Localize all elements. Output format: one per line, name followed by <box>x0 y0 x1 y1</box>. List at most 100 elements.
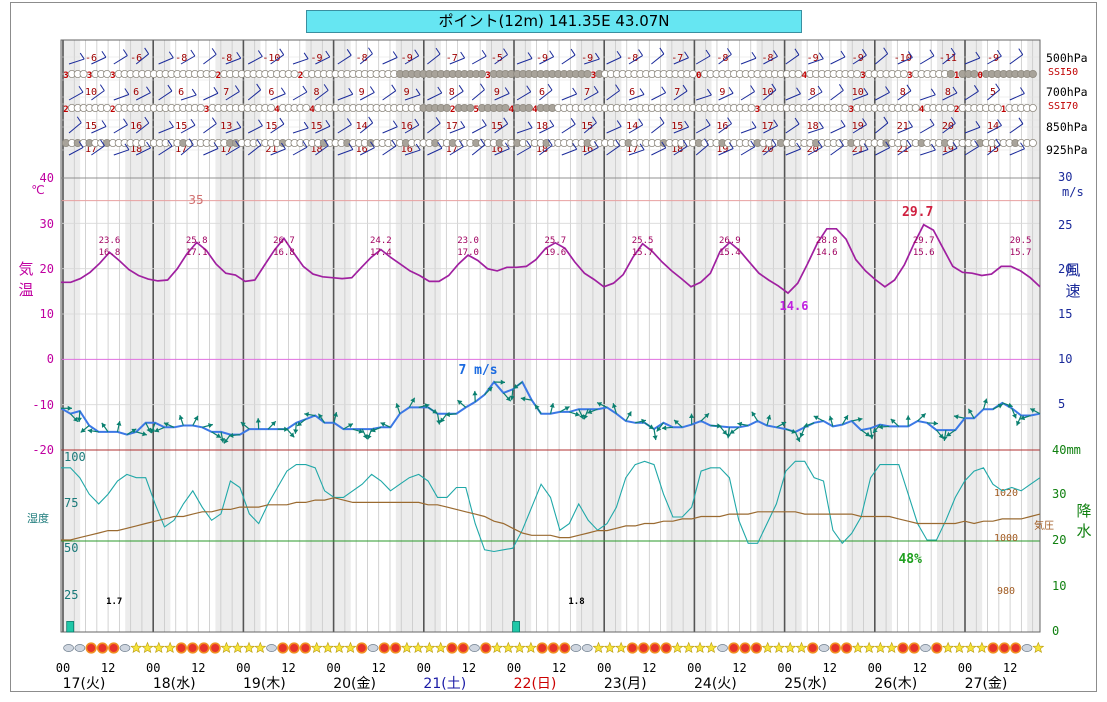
wind-barb <box>987 89 1000 101</box>
wind-barb-flag <box>348 87 354 95</box>
cloud-icon <box>63 644 74 652</box>
wind-barb-flag <box>526 85 532 93</box>
precip-tick-label: 20 <box>1052 533 1066 547</box>
wind-barb <box>337 124 352 134</box>
cloud-icon <box>570 644 582 652</box>
value-500: -9 <box>581 53 593 64</box>
star-icon <box>163 641 177 654</box>
wind-barb <box>875 92 890 101</box>
wind-arrow-head <box>513 383 519 389</box>
wind-arrow-head <box>500 379 506 385</box>
ssi70-circle <box>747 104 756 113</box>
star-icon <box>784 641 797 654</box>
precip-tick-label: 30 <box>1052 487 1066 501</box>
wind-barb <box>875 53 888 65</box>
value-700: 9 <box>359 87 365 98</box>
value-500: -9 <box>536 53 548 64</box>
wind-barb-flag <box>727 117 732 124</box>
temp-min-label: 15.4 <box>719 248 741 258</box>
wind-arrow-head <box>362 434 368 440</box>
wind-arrow-head <box>587 409 593 415</box>
sun-icon <box>85 642 97 654</box>
wind-barb-flag <box>325 119 331 127</box>
wind-barb <box>494 93 510 101</box>
value-700: 7 <box>584 87 590 98</box>
wind-barb <box>740 127 757 134</box>
wind-barb <box>225 57 241 65</box>
wind-barb <box>673 57 689 65</box>
wind-barb-flag <box>547 139 553 146</box>
wind-barb-flag <box>615 139 621 147</box>
wind-arrow-head <box>656 426 662 432</box>
hour-label: 00 <box>326 661 340 675</box>
wind-barb <box>494 148 510 156</box>
wind-barb <box>427 53 441 65</box>
ssi50-ssi: 3 <box>591 71 596 81</box>
wind-arrow-head <box>583 414 589 420</box>
ssi70-ssi: 3 <box>755 105 760 115</box>
wind-arrow-head <box>828 415 834 421</box>
value-850: 16 <box>401 121 413 132</box>
wind-barb <box>583 91 599 101</box>
wind-barb <box>651 122 665 134</box>
wind-barb <box>91 126 107 134</box>
wind-barb-flag <box>771 83 777 91</box>
pressure-level-label: 500hPa <box>1046 51 1088 65</box>
value-850: 20 <box>942 121 954 132</box>
sun-icon <box>378 642 390 654</box>
wind-arrow-head <box>304 411 309 418</box>
precip-bar <box>66 621 75 633</box>
wind-barb <box>382 126 398 134</box>
max-temp-label: 29.7 <box>902 205 933 220</box>
wind-barb <box>740 146 755 156</box>
value-700: 10 <box>761 87 773 98</box>
wind-barb-flag <box>950 47 956 55</box>
wind-barb-flag <box>570 48 576 56</box>
star-icon <box>141 641 154 654</box>
value-925: 21 <box>897 144 909 155</box>
wind-barb-flag <box>705 118 711 126</box>
hour-label: 00 <box>146 661 160 675</box>
wind-arrow-head <box>410 397 415 403</box>
value-700: 9 <box>404 87 410 98</box>
wind-barb-flag <box>773 50 778 57</box>
star-icon <box>772 641 786 654</box>
wind-barb <box>203 123 217 134</box>
sun-icon <box>356 642 368 654</box>
wind-barb-flag <box>122 49 128 56</box>
ssi70-circle <box>302 104 311 113</box>
wind-arrow-head <box>725 433 732 439</box>
sun-icon <box>299 642 311 654</box>
value-925: 17 <box>175 144 187 155</box>
wind-barb <box>1009 93 1025 101</box>
sun-icon <box>547 642 560 654</box>
temp-max-label: 25.8 <box>186 236 208 246</box>
value-850: 15 <box>265 121 277 132</box>
value-500: -9 <box>987 53 999 64</box>
wind-barb <box>583 147 599 156</box>
sun-icon <box>559 642 571 654</box>
cloud-icon <box>119 644 131 652</box>
day-label: 23(月) <box>604 676 647 692</box>
wind-arrow-head <box>737 421 743 427</box>
value-500: -10 <box>262 53 280 64</box>
wind-barb <box>584 58 600 65</box>
wind-barb <box>404 149 421 156</box>
cloud-icon <box>818 644 830 652</box>
wind-arrow-head <box>163 422 169 427</box>
wind-arrow-head <box>289 432 295 438</box>
temp-tick-label: -20 <box>32 443 54 457</box>
wind-barb-flag <box>437 141 443 149</box>
humidity-tick-label: 75 <box>64 496 78 510</box>
value-700: 7 <box>674 87 680 98</box>
wind-arrow-head <box>813 415 819 421</box>
wind-barb-flag <box>124 143 130 151</box>
ssi70-ssi: 4 <box>919 105 925 115</box>
wind-arrow-head <box>878 424 883 430</box>
wind-barb-flag <box>323 84 329 91</box>
ssi70-ssi: 3 <box>204 105 209 115</box>
wind-barb-flag <box>281 142 286 150</box>
wind-barb-flag <box>659 47 665 55</box>
temp-max-label: 26.7 <box>273 236 295 246</box>
wind-barb-flag <box>616 50 622 58</box>
